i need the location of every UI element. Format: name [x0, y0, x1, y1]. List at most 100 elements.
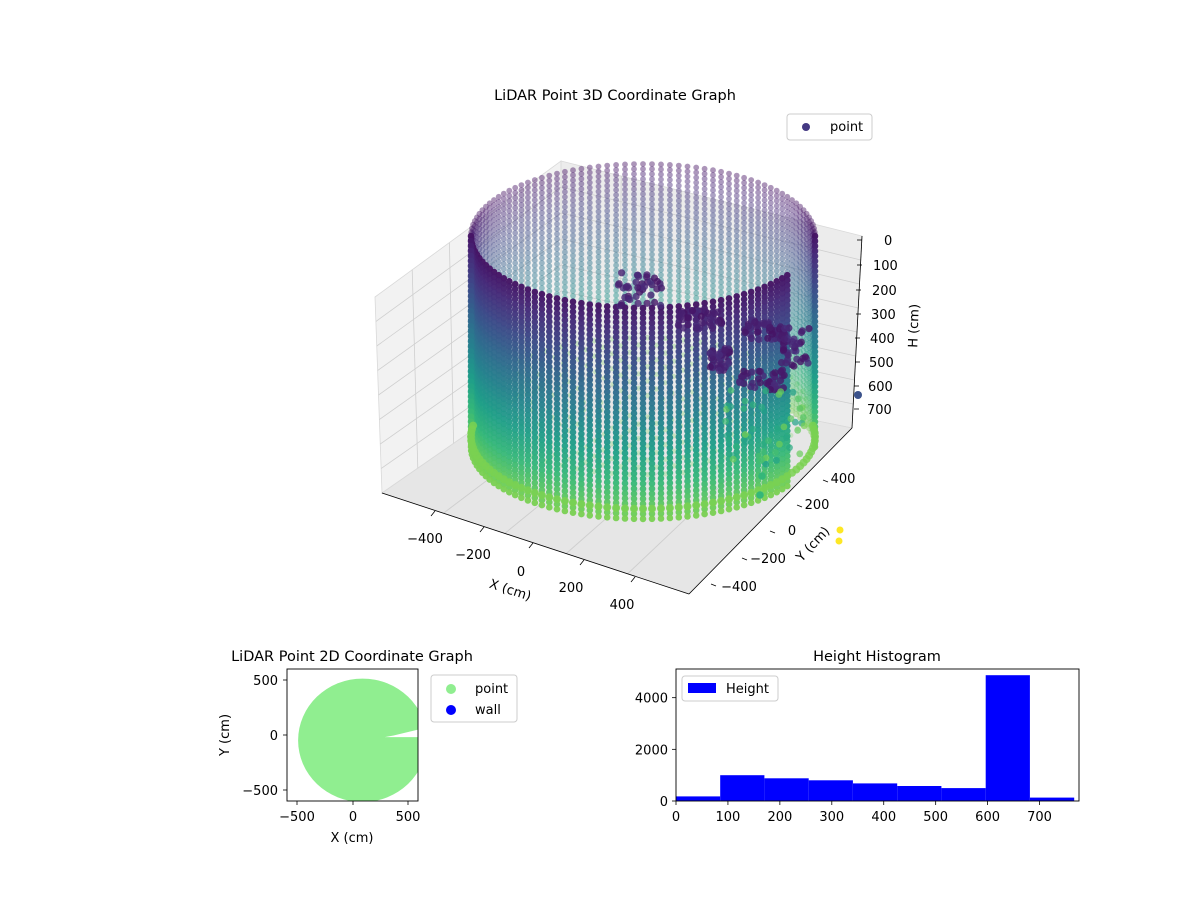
- wall-point: [667, 257, 673, 264]
- wall-point: [797, 369, 803, 376]
- wall-point: [755, 209, 761, 216]
- wall-point: [649, 176, 655, 183]
- wall-point: [803, 371, 810, 378]
- wall-point: [789, 403, 795, 409]
- floor-point: [794, 381, 801, 387]
- wall-point: [570, 267, 576, 274]
- wall-point: [512, 200, 519, 206]
- wall-point: [784, 254, 791, 260]
- wall-point: [789, 232, 795, 239]
- wall-point: [595, 178, 602, 185]
- wall-point: [718, 194, 724, 200]
- wall-point: [631, 216, 637, 223]
- wall-point: [525, 214, 531, 221]
- wall-point: [710, 282, 716, 289]
- wall-point: [675, 263, 682, 269]
- wall-point: [675, 182, 682, 189]
- wall-point: [546, 248, 553, 254]
- wall-point: [718, 184, 724, 190]
- wall-point: [693, 164, 700, 171]
- wall-point: [491, 212, 497, 219]
- wall-point: [500, 190, 507, 197]
- wall-point: [613, 187, 619, 193]
- wall-point: [476, 210, 483, 217]
- wall-point: [803, 311, 810, 318]
- wall-point: [693, 214, 700, 221]
- wall-point: [570, 167, 576, 174]
- wall-point: [613, 272, 619, 279]
- wall-point: [675, 514, 683, 521]
- wall-point: [789, 317, 795, 324]
- wall-point: [710, 272, 716, 279]
- floor-point: [635, 385, 642, 391]
- wall-point: [784, 239, 791, 245]
- wall-point: [546, 192, 553, 199]
- wall-point: [491, 222, 497, 229]
- wall-point: [622, 241, 628, 248]
- wall-point: [649, 266, 655, 273]
- wall-point: [570, 172, 576, 179]
- wall-point: [806, 340, 812, 346]
- wall-point: [631, 186, 637, 193]
- wall-point: [622, 251, 628, 258]
- floor-point: [644, 378, 651, 384]
- wall-point: [667, 202, 673, 209]
- wall-point: [755, 184, 761, 191]
- wall-point: [773, 243, 780, 249]
- wall-point: [595, 218, 602, 225]
- wall-point: [684, 203, 691, 210]
- wall-point: [797, 374, 803, 381]
- wall-point: [726, 200, 732, 207]
- wall-point: [483, 218, 489, 225]
- wall-point: [726, 251, 732, 257]
- wall-point: [649, 226, 655, 233]
- wall-point: [578, 261, 585, 268]
- wall-point: [518, 217, 525, 224]
- wall-point: [767, 225, 774, 231]
- wall-point: [667, 297, 673, 304]
- wall-point: [531, 182, 538, 189]
- wall-point: [803, 291, 810, 297]
- wall-point: [733, 258, 740, 264]
- wall-point: [797, 299, 803, 305]
- wall-point: [539, 245, 545, 251]
- wall-point: [658, 266, 664, 273]
- wall-point: [733, 238, 740, 244]
- wall-point: [806, 224, 812, 231]
- wall-point: [479, 217, 486, 224]
- wall-point: [525, 270, 531, 276]
- wall-point: [789, 382, 795, 389]
- wall-point: [693, 219, 700, 226]
- wall-point: [500, 215, 507, 222]
- wall-point: [767, 230, 774, 236]
- wall-point: [604, 288, 611, 294]
- wall-point: [779, 215, 786, 222]
- wall-point: [806, 415, 812, 422]
- wall-point: [789, 262, 795, 269]
- wall-point: [586, 260, 593, 266]
- wall-point: [649, 161, 655, 168]
- wall-point: [773, 222, 780, 229]
- wall-point: [570, 192, 576, 199]
- wall-point: [479, 207, 486, 214]
- wall-point: [701, 251, 708, 257]
- floor-point: [626, 335, 633, 341]
- wall-point: [595, 208, 602, 215]
- wall-point: [733, 217, 740, 224]
- wall-point: [710, 257, 716, 264]
- wall-point: [667, 212, 673, 219]
- wall-point: [640, 201, 646, 208]
- wall-point: [793, 245, 800, 252]
- wall-point: [726, 261, 732, 267]
- wall-point: [595, 274, 602, 280]
- wall-point: [767, 255, 774, 261]
- wall-point: [667, 222, 673, 229]
- wall-point: [806, 405, 812, 412]
- wall-point: [554, 236, 560, 242]
- wall-point: [779, 246, 786, 252]
- wall-point: [640, 221, 646, 228]
- wall-point: [658, 261, 664, 268]
- grid-line: [560, 212, 860, 285]
- wall-point: [726, 231, 732, 237]
- wall-point: [726, 215, 732, 222]
